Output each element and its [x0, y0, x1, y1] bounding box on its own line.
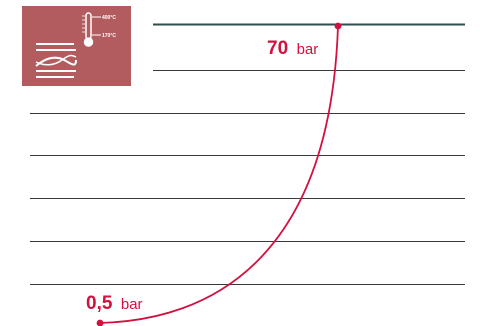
press-plates-icon	[35, 43, 77, 78]
icon-temp-low: 170°C	[102, 33, 116, 39]
point-low	[96, 319, 104, 326]
icon-temp-high: 400°C	[102, 15, 116, 21]
label-high: 70 bar	[267, 38, 318, 59]
pressure-curve	[99, 25, 339, 324]
icon-background	[22, 6, 131, 86]
thermometer-icon	[82, 12, 101, 47]
label-low-unit: bar	[121, 296, 143, 313]
horizontal-rules	[30, 23, 465, 285]
label-low: 0,5 bar	[86, 293, 143, 314]
point-high	[334, 22, 342, 30]
label-high-unit: bar	[297, 41, 319, 58]
label-high-value: 70	[267, 38, 288, 59]
label-low-value: 0,5	[86, 293, 113, 314]
pressure-temperature-icon: 400°C 170°C	[22, 6, 131, 86]
